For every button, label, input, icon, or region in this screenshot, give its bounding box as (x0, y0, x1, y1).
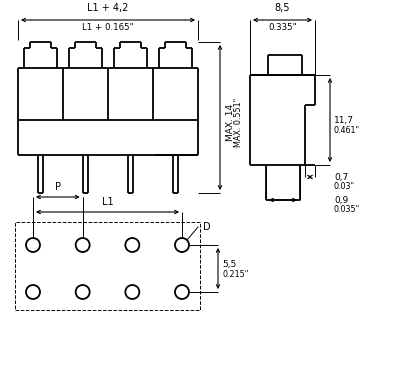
Text: 5,5: 5,5 (222, 260, 236, 269)
Text: 0,9: 0,9 (334, 196, 348, 204)
Text: 0.215": 0.215" (222, 270, 248, 279)
Text: 0.035": 0.035" (334, 204, 360, 213)
Text: MAX. 14: MAX. 14 (226, 104, 235, 141)
Text: P: P (55, 182, 61, 192)
Text: L1 + 0.165": L1 + 0.165" (82, 23, 134, 32)
Text: L1 + 4,2: L1 + 4,2 (87, 3, 129, 13)
Text: 11,7: 11,7 (334, 115, 354, 125)
Text: 8,5: 8,5 (275, 3, 290, 13)
Text: 0,7: 0,7 (334, 173, 348, 181)
Bar (15, 222, 200, 310)
Text: 0.335": 0.335" (268, 23, 297, 32)
Text: D: D (203, 222, 211, 232)
Text: MAX. 0.551": MAX. 0.551" (234, 98, 243, 147)
Text: L1: L1 (102, 197, 113, 207)
Text: 0.461": 0.461" (334, 125, 360, 135)
Text: 0.03": 0.03" (334, 181, 355, 190)
